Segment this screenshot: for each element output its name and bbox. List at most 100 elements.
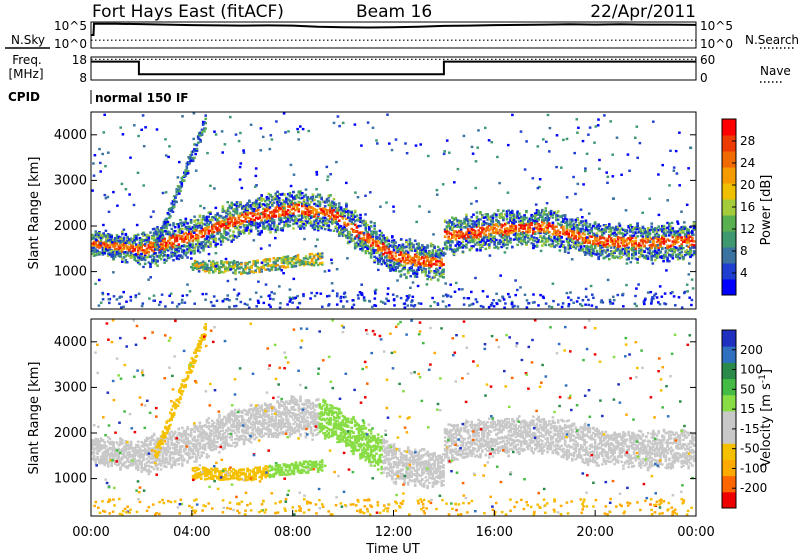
power-cell xyxy=(350,211,353,213)
power-cell xyxy=(172,259,175,261)
power-cell xyxy=(199,214,202,216)
power-cell xyxy=(193,247,196,249)
nave-label: Nave xyxy=(760,64,791,78)
power-cell xyxy=(460,220,463,222)
power-cell xyxy=(225,215,228,217)
power-cell xyxy=(133,248,136,250)
power-cell xyxy=(356,215,359,217)
power-cell xyxy=(148,251,151,253)
power-cell xyxy=(590,230,593,232)
power-cell xyxy=(292,212,295,214)
power-cell xyxy=(388,240,391,242)
power-cell xyxy=(529,231,532,233)
power-cell xyxy=(246,208,249,210)
power-cell xyxy=(663,238,666,240)
power-cell xyxy=(592,225,595,227)
power-cell xyxy=(659,250,662,252)
power-cell xyxy=(298,204,301,206)
power-cell xyxy=(566,220,569,222)
power-cell xyxy=(211,228,214,230)
power-cell xyxy=(248,261,251,263)
power-cell xyxy=(416,273,419,275)
power-cell xyxy=(525,217,528,219)
power-cell xyxy=(467,228,470,230)
power-cell xyxy=(633,234,636,236)
power-cell xyxy=(110,236,113,238)
power-cell xyxy=(303,227,306,229)
power-cell xyxy=(539,230,542,232)
power-cell xyxy=(437,279,440,281)
power-cell xyxy=(485,234,488,236)
power-cell xyxy=(518,230,521,232)
power-cell xyxy=(566,226,569,228)
power-cell xyxy=(305,194,308,196)
power-cell xyxy=(640,230,643,232)
power-cell xyxy=(215,239,218,241)
power-cell xyxy=(407,272,410,274)
power-cell xyxy=(590,255,593,257)
power-cell xyxy=(119,254,122,256)
power-cell xyxy=(183,223,186,225)
power-cell xyxy=(682,230,685,232)
power-cell xyxy=(100,239,103,241)
power-cell xyxy=(619,225,622,227)
power-cell xyxy=(539,213,542,215)
power-cell xyxy=(416,276,419,278)
power-cell xyxy=(239,226,242,228)
power-cell xyxy=(380,232,383,234)
power-cell xyxy=(343,215,346,217)
power-cell xyxy=(476,211,479,213)
power-cell xyxy=(477,222,480,224)
power-cell xyxy=(474,239,477,241)
power-cell xyxy=(328,200,331,202)
power-cell xyxy=(128,242,131,244)
power-cell xyxy=(149,231,152,233)
power-cell xyxy=(240,263,243,265)
power-cell xyxy=(492,217,495,219)
power-cell xyxy=(509,239,512,241)
power-cell xyxy=(181,235,184,237)
power-cell xyxy=(391,251,394,253)
power-cell xyxy=(603,237,606,239)
power-cell xyxy=(672,253,675,255)
power-cell xyxy=(442,276,445,278)
power-cell xyxy=(183,241,186,243)
power-cell xyxy=(308,204,311,206)
power-cell xyxy=(435,264,438,266)
power-cell xyxy=(485,248,488,250)
power-cell xyxy=(534,233,537,235)
power-cell xyxy=(160,258,163,260)
power-cell xyxy=(693,250,696,252)
power-cell xyxy=(546,229,549,231)
power-cell xyxy=(345,208,348,210)
power-cell xyxy=(188,226,191,228)
power-cell xyxy=(541,216,544,218)
power-cell xyxy=(216,243,219,245)
power-cell xyxy=(365,221,368,223)
power-cell xyxy=(680,251,683,253)
power-cell xyxy=(326,213,329,215)
power-cell xyxy=(657,234,660,236)
power-cell xyxy=(185,218,188,220)
power-cell xyxy=(215,237,218,239)
power-cell xyxy=(619,245,622,247)
power-cell xyxy=(403,255,406,257)
power-cell xyxy=(329,229,332,231)
power-cell xyxy=(606,249,609,251)
power-cell xyxy=(216,212,219,214)
power-cell xyxy=(509,241,512,243)
power-cell xyxy=(103,252,106,254)
noise-ytick-right: 10^0 xyxy=(700,37,733,51)
power-cell xyxy=(668,223,671,225)
power-cell xyxy=(515,230,518,232)
power-cell xyxy=(336,212,339,214)
power-cell xyxy=(227,232,230,234)
power-cell xyxy=(631,237,634,239)
power-cell xyxy=(589,242,592,244)
power-cell xyxy=(338,202,341,204)
power-cell xyxy=(269,231,272,233)
power-cell xyxy=(650,258,653,260)
frequency-line xyxy=(91,62,696,75)
power-cell xyxy=(691,237,694,239)
power-cell xyxy=(211,219,214,221)
